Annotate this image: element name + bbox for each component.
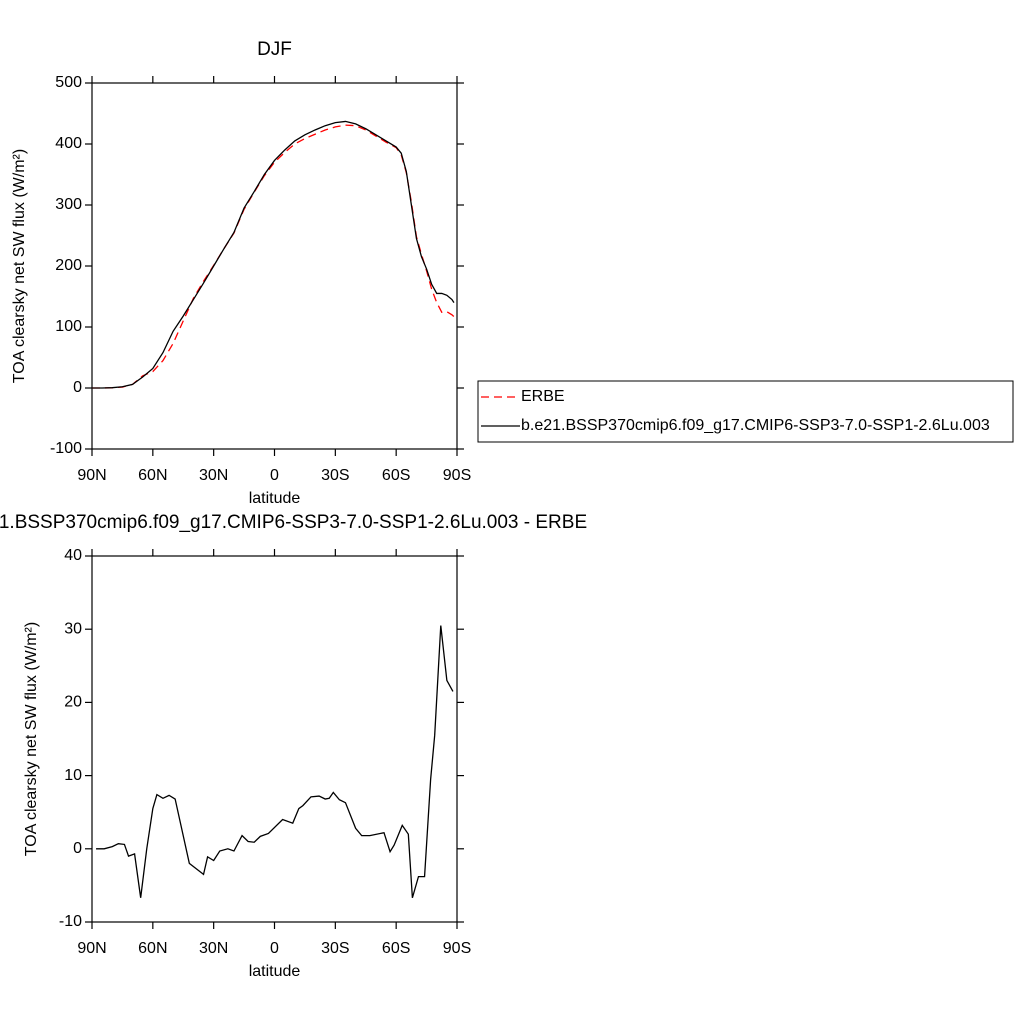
data-line [92, 124, 455, 389]
x-tick-label: 90N [77, 940, 106, 957]
y-tick-label: 30 [64, 620, 82, 637]
y-axis-label: TOA clearsky net SW flux (W/m²) [11, 149, 28, 383]
x-tick-label: 30N [199, 940, 228, 957]
y-axis-label: TOA clearsky net SW flux (W/m²) [23, 622, 40, 856]
x-tick-label: 60N [138, 940, 167, 957]
chart-title: DJF [257, 39, 292, 60]
x-tick-label: 90S [443, 940, 471, 957]
legend-label: b.e21.BSSP370cmip6.f09_g17.CMIP6-SSP3-7.… [521, 417, 990, 434]
y-tick-label: -10 [59, 913, 82, 930]
data-line [96, 625, 454, 899]
x-tick-label: 90N [77, 467, 106, 484]
x-tick-label: 30N [199, 467, 228, 484]
x-tick-label: 30S [321, 940, 349, 957]
legend: ERBE b.e21.BSSP370cmip6.f09_g17.CMIP6-SSP… [477, 380, 1014, 443]
y-tick-label: 40 [64, 547, 82, 564]
y-tick-label: 400 [55, 135, 82, 152]
y-tick-label: 0 [73, 379, 82, 396]
x-tick-label: 60S [382, 940, 410, 957]
legend-label: ERBE [521, 388, 565, 405]
y-tick-label: 0 [73, 840, 82, 857]
y-tick-label: 200 [55, 257, 82, 274]
x-tick-label: 30S [321, 467, 349, 484]
y-tick-label: 500 [55, 74, 82, 91]
y-tick-label: -100 [50, 440, 82, 457]
x-tick-label: 0 [270, 467, 279, 484]
x-axis-label: latitude [249, 963, 301, 980]
plot-frame [91, 82, 458, 450]
x-tick-label: 90S [443, 467, 471, 484]
legend-box [477, 380, 1014, 443]
y-tick-label: 20 [64, 694, 82, 711]
y-tick-label: 10 [64, 767, 82, 784]
data-line [92, 120, 455, 389]
plot-frame [91, 555, 458, 923]
x-axis-label: latitude [249, 490, 301, 507]
y-tick-label: 300 [55, 196, 82, 213]
x-tick-label: 0 [270, 940, 279, 957]
x-tick-label: 60S [382, 467, 410, 484]
y-tick-label: 100 [55, 318, 82, 335]
x-tick-label: 60N [138, 467, 167, 484]
chart-title: b.e21.BSSP370cmip6.f09_g17.CMIP6-SSP3-7.… [0, 512, 587, 533]
